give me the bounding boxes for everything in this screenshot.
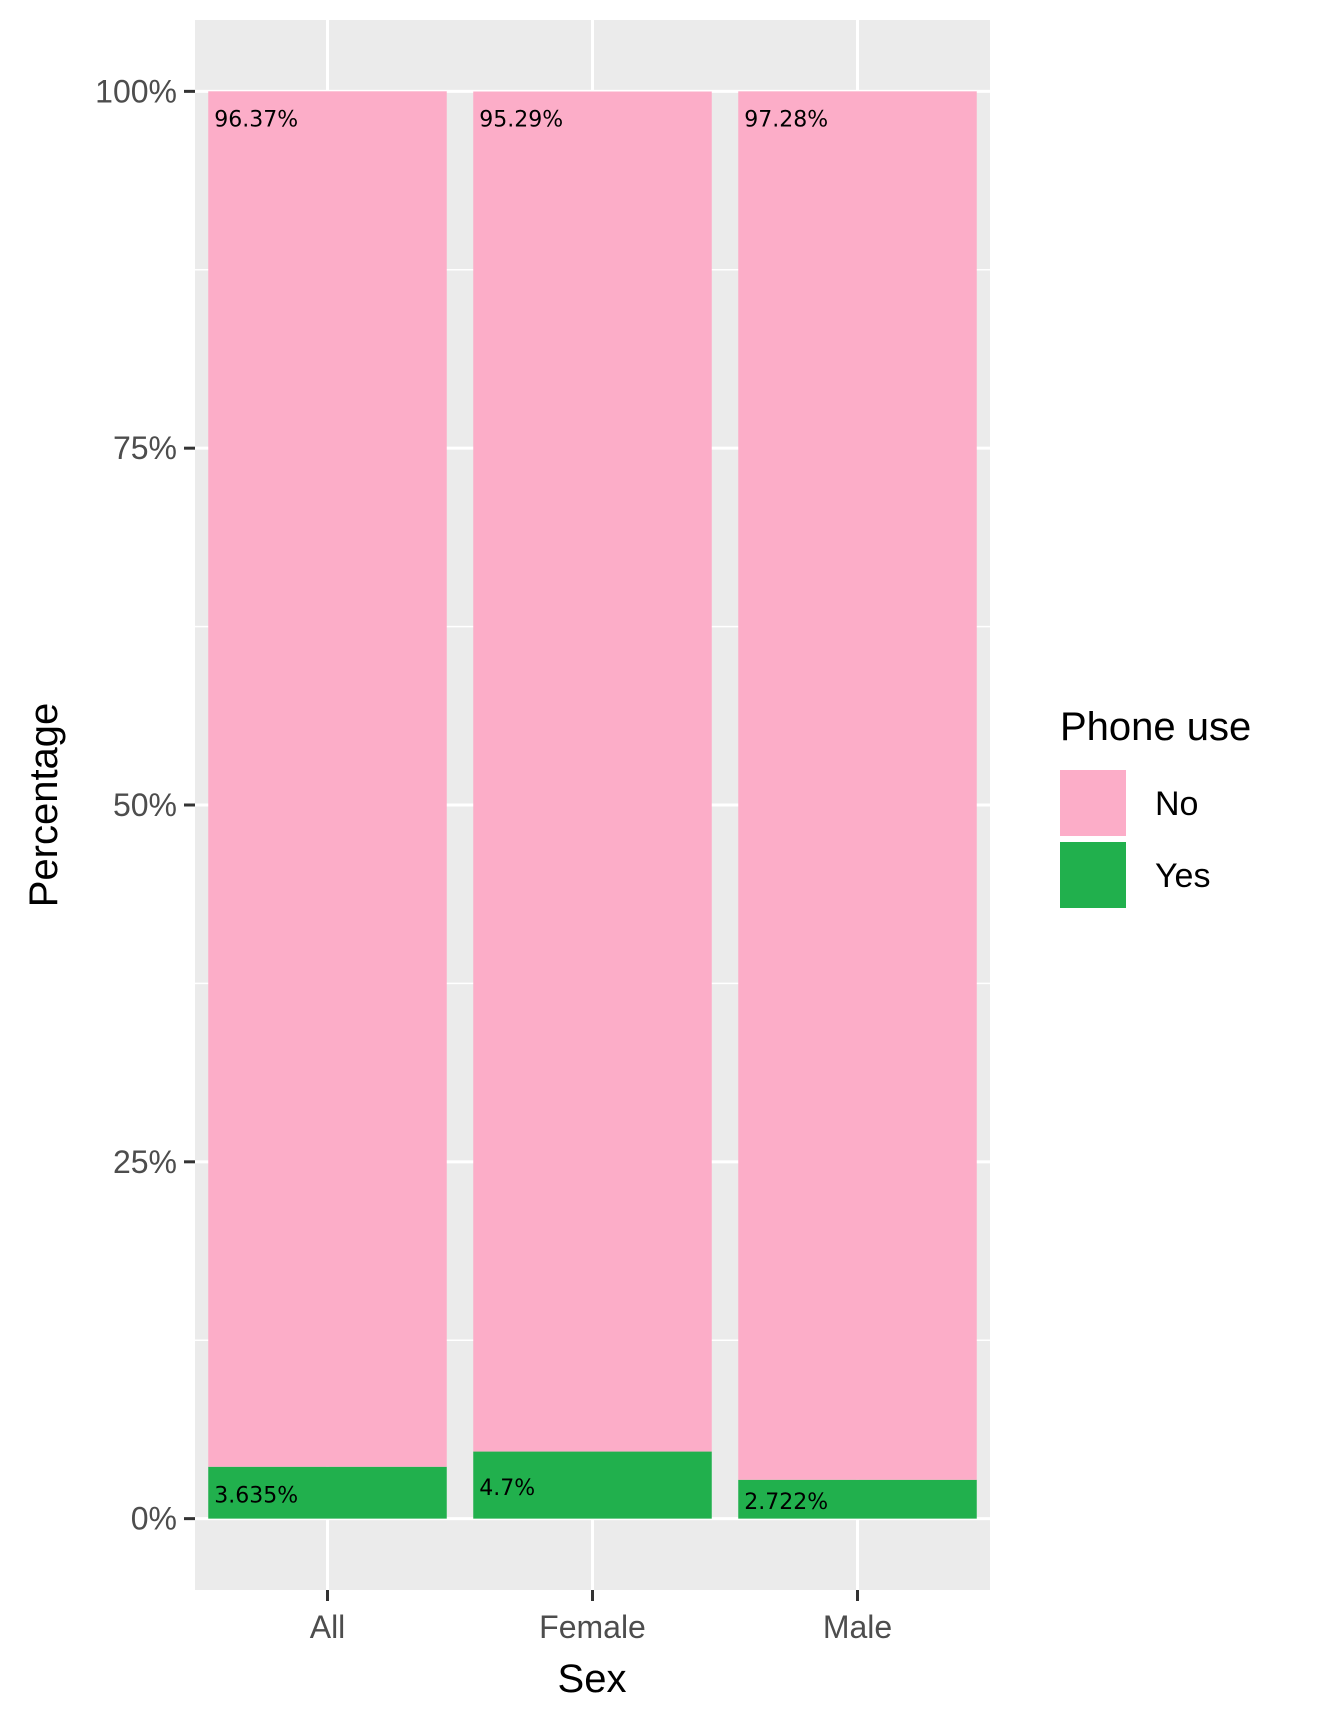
legend-key-yes (1060, 842, 1126, 908)
y-tick-label: 100% (95, 73, 177, 109)
data-label-yes-all: 3.635% (214, 1484, 298, 1509)
data-label-no-male: 97.28% (744, 107, 828, 132)
y-tick-label: 50% (113, 787, 177, 823)
y-tick-label: 25% (113, 1144, 177, 1180)
y-tick-label: 75% (113, 430, 177, 466)
data-label-no-female: 95.29% (479, 107, 563, 132)
bar-yes-male (738, 1479, 977, 1519)
y-axis: 0% 25% 50% 75% 100% (95, 73, 195, 1537)
x-axis-title: Sex (558, 1657, 627, 1701)
legend-title: Phone use (1060, 705, 1251, 749)
bar-yes-all (208, 1466, 447, 1519)
y-tick-label: 0% (131, 1501, 177, 1537)
bar-yes-female (473, 1451, 712, 1519)
y-axis-title: Percentage (22, 703, 66, 908)
legend-label-no: No (1155, 785, 1198, 823)
bar-no-female (473, 91, 712, 1452)
data-label-no-all: 96.37% (214, 107, 298, 132)
bars (208, 91, 977, 1519)
legend: Phone use No Yes (1060, 705, 1251, 908)
bar-no-all (208, 91, 447, 1467)
legend-label-yes: Yes (1155, 857, 1210, 895)
bar-no-male (738, 91, 977, 1480)
x-tick-label: Male (823, 1609, 892, 1645)
data-label-yes-female: 4.7% (479, 1476, 535, 1501)
data-labels: 96.37% 3.635% 95.29% 4.7% 97.28% 2.722% (214, 107, 828, 1515)
x-tick-label: All (310, 1609, 346, 1645)
x-axis: All Female Male (310, 1590, 892, 1645)
x-tick-label: Female (539, 1609, 646, 1645)
data-label-yes-male: 2.722% (744, 1490, 828, 1515)
legend-key-no (1060, 770, 1126, 836)
